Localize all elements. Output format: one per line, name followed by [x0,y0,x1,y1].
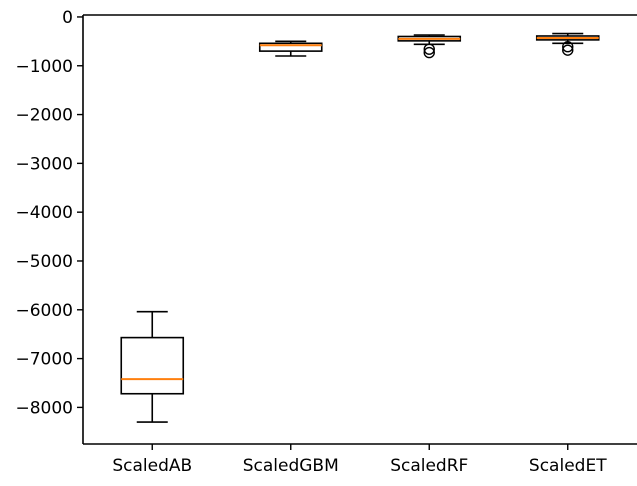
x-tick-label: ScaledRF [390,456,468,476]
y-tick-label: −2000 [15,106,73,126]
y-tick-label: −6000 [15,301,73,321]
outlier-point [423,46,435,59]
x-tick-label: ScaledET [529,456,607,476]
axes: 0 −1000 −2000 −3000 −4000 −5000 −6000 −7000 −800… [15,8,637,476]
box-scaledgbm [258,40,323,57]
y-tick-label: 0 [62,8,73,28]
y-tick-label: −8000 [15,398,73,418]
box-scaledab [120,310,185,423]
y-tick-label: −3000 [15,154,73,174]
y-tick-label: −1000 [15,57,73,77]
box-scaledet [535,32,600,56]
plot-area [120,32,600,423]
y-tick-label: −5000 [15,252,73,272]
x-tick-label: ScaledGBM [243,456,339,476]
outlier-point [562,41,574,53]
outlier-point [562,44,574,56]
y-tick-label: −7000 [15,350,73,370]
box-body [258,42,323,52]
outlier-point [423,43,435,55]
box-scaledrf [397,34,462,59]
x-tick-label: ScaledAB [112,456,192,476]
box-body [120,336,185,395]
y-tick-label: −4000 [15,203,73,223]
